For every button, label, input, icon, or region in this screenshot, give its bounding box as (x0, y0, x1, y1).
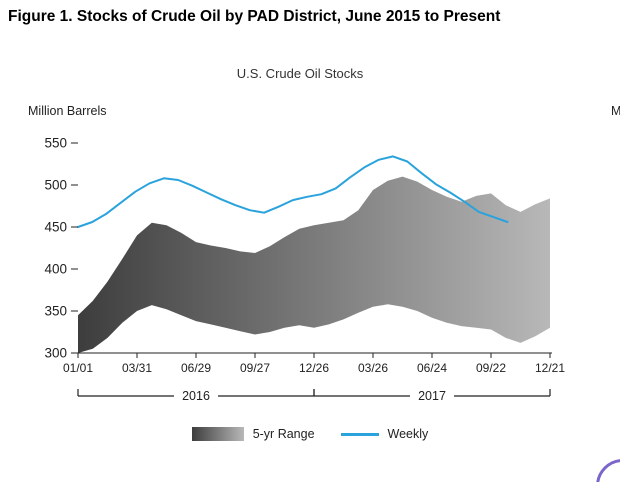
x-tick-label: 09/27 (240, 361, 270, 375)
x-tick-label: 01/01 (63, 361, 93, 375)
crude-oil-stocks-plot: 01/01 03/31 06/29 09/27 12/26 03/26 06/24 09/22… (44, 136, 565, 404)
x-tick-label: 03/31 (122, 361, 152, 375)
year-label: 2017 (418, 389, 446, 403)
x-tick-label: 06/24 (417, 361, 447, 375)
x-tick-label: 12/21 (535, 361, 565, 375)
figure-title: Figure 1. Stocks of Crude Oil by PAD Dis… (8, 8, 501, 25)
x-tick-label: 03/26 (358, 361, 388, 375)
x-tick-label: 06/29 (181, 361, 211, 375)
weekly-line (77, 155, 509, 228)
decorative-arc (596, 459, 620, 482)
weekly-label: Weekly (387, 427, 429, 441)
five-year-range-label: 5-yr Range (252, 427, 315, 441)
year-label: 2016 (182, 389, 210, 403)
x-tick-label: 09/22 (476, 361, 506, 375)
x-tick-label: 12/26 (299, 361, 329, 375)
five-year-range-swatch (191, 427, 244, 441)
y-tick-label: 550 (44, 136, 67, 151)
y-tick-label: 500 (44, 178, 67, 193)
adjacent-chart-unit-label-cropped: M (611, 104, 620, 118)
weekly-line-swatch (340, 432, 379, 436)
chart-legend: 5-yr Range Weekly (0, 427, 620, 441)
y-axis-unit-label: Million Barrels (28, 104, 107, 118)
y-tick-label: 450 (44, 220, 67, 235)
y-tick-label: 350 (44, 304, 67, 319)
y-tick-label: 400 (44, 262, 67, 277)
five-year-range-band (78, 176, 550, 353)
chart-title: U.S. Crude Oil Stocks (236, 66, 364, 81)
y-tick-label: 300 (44, 346, 67, 361)
